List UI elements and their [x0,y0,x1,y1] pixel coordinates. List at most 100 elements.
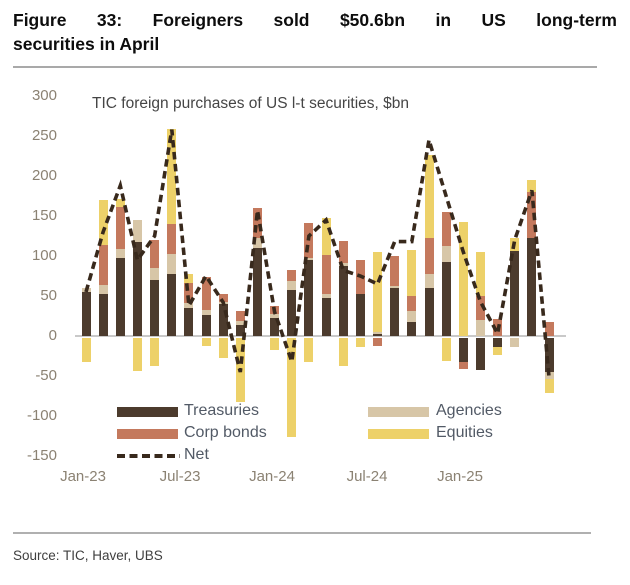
bar-segment-agencies [270,313,280,319]
bar-segment-corp-bonds [544,322,554,336]
bar-segment-agencies [167,254,177,274]
bar-segment-treasuries [81,292,91,336]
bar-segment-equities [304,337,314,362]
bar-segment-corp-bonds [424,237,434,275]
bar-segment-corp-bonds [390,256,400,287]
legend-dashed-swatch [117,454,180,458]
legend-label: Treasuries [184,402,259,419]
chart-subtitle: TIC foreign purchases of US l-t securiti… [92,95,410,112]
bar-segment-equities [458,221,468,336]
bar-segment-treasuries [150,280,160,336]
bar-segment-treasuries [373,333,382,336]
bar-segment-corp-bonds [527,192,537,239]
bar-segment-equities [407,249,417,296]
bar-segment-equities [355,337,365,348]
bar-segment-treasuries [218,304,228,336]
bar-segment-equities [287,337,297,437]
bar-segment-agencies [510,337,520,348]
bar-segment-equities [475,252,485,296]
figure-title: Figure 33: Foreigners sold $50.6bn in US… [13,8,617,56]
bar-segment-corp-bonds [321,255,331,294]
bar-segment-treasuries [321,298,331,336]
bar-segment-treasuries [441,262,451,336]
x-tick-label: Jan-23 [60,468,106,485]
bar-segment-equities [338,337,348,366]
bar-segment-agencies [390,286,400,288]
bar-segment-agencies [98,284,108,295]
bar-segment-treasuries [458,337,468,363]
bar-segment-treasuries [98,294,108,336]
bar-segment-equities [167,128,177,224]
legend-label: Agencies [436,402,502,419]
bar-segment-agencies [253,238,262,248]
bar-segment-equities [527,180,537,192]
bar-segment-agencies [184,303,194,308]
plot-area [75,85,566,465]
bar-segment-equities [321,218,331,256]
bar-segment-treasuries [475,337,485,371]
bar-segment-agencies [475,320,485,336]
bar-segment-treasuries [390,288,400,336]
bar-segment-treasuries [304,260,314,336]
bar-segment-agencies [287,280,297,291]
bar-segment-treasuries [338,266,348,336]
bar-segment-equities [150,337,160,367]
bar-segment-equities [441,337,451,361]
figure-title-line1: Figure 33: Foreigners sold $50.6bn in US… [13,10,617,30]
y-tick-label: 200 [31,167,57,184]
y-tick-label: -50 [35,367,57,384]
legend-color-swatch [117,429,178,439]
title-divider [13,66,597,68]
bar-segment-corp-bonds [218,294,228,302]
bar-segment-treasuries [527,238,537,336]
bar-segment-corp-bonds [458,362,468,369]
bar-segment-equities [373,252,382,332]
bar-segment-corp-bonds [475,296,485,320]
y-tick-label: 250 [31,127,57,144]
bar-segment-equities [493,347,503,356]
bar-segment-equities [544,379,554,393]
bar-segment-corp-bonds [115,207,125,249]
net-line [84,129,551,377]
bar-segment-equities [201,337,211,346]
bar-segment-corp-bonds [338,240,348,264]
bar-segment-equities [132,337,142,372]
bar-segment-equities [81,337,91,362]
legend-color-swatch [368,407,429,417]
bar-segment-treasuries [115,258,125,336]
y-tick-label: -150 [26,447,57,464]
bar-segment-agencies [441,245,451,263]
bar-segment-agencies [235,320,245,325]
x-tick-label: Jul-24 [346,468,388,485]
x-tick-label: Jan-24 [249,468,295,485]
y-tick-label: 300 [31,87,57,104]
bar-segment-agencies [373,332,382,334]
bar-segment-treasuries [270,318,280,336]
bar-segment-treasuries [132,241,142,336]
bar-segment-corp-bonds [373,337,382,346]
bar-segment-corp-bonds [150,240,160,268]
bar-segment-corp-bonds [235,311,245,321]
bar-segment-agencies [338,263,348,267]
bar-segment-treasuries [510,251,520,336]
bar-segment-equities [270,337,280,350]
x-tick-label: Jan-25 [437,468,483,485]
bar-segment-treasuries [544,337,554,372]
bar-segment-treasuries [184,308,194,336]
bar-segment-corp-bonds [167,224,177,255]
bar-segment-agencies [407,311,417,322]
bar-segment-treasuries [253,248,262,336]
bar-segment-agencies [424,274,434,288]
bar-segment-equities [218,337,228,358]
legend-color-swatch [368,429,429,439]
bar-segment-corp-bonds [253,208,262,239]
bar-segment-treasuries [287,290,297,336]
bar-segment-treasuries [355,294,365,336]
y-tick-label: 0 [48,327,57,344]
zero-line [75,335,566,337]
y-tick-label: 50 [40,287,57,304]
legend-color-swatch [117,407,178,417]
bar-segment-equities [184,274,194,284]
bar-segment-equities [424,155,434,238]
